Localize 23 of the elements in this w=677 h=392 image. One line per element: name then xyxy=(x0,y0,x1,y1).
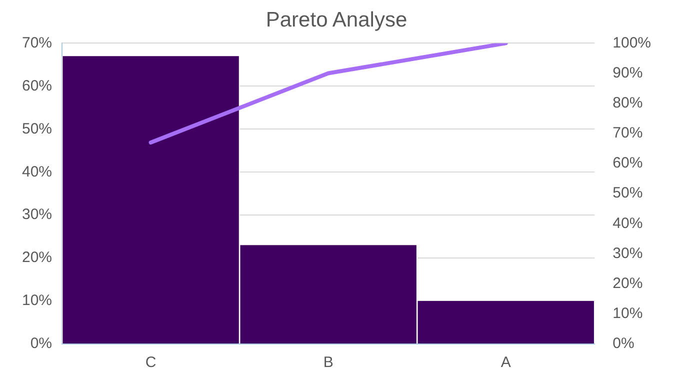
x-tick-label: C xyxy=(145,354,156,372)
y2-tick-label: 80% xyxy=(612,94,643,112)
x-tick-label: B xyxy=(323,354,334,372)
chart-title: Pareto Analyse xyxy=(266,8,408,32)
y-tick-label: 60% xyxy=(22,77,52,94)
y-tick-label: 40% xyxy=(22,163,52,180)
y-tick-label: 20% xyxy=(22,249,52,266)
y-tick-label: 70% xyxy=(22,34,52,52)
y2-tick-label: 10% xyxy=(612,305,643,322)
y-tick-label: 10% xyxy=(22,292,52,310)
y2-tick-label: 100% xyxy=(612,34,652,52)
y2-tick-label: 50% xyxy=(612,184,643,202)
y2-tick-label: 0% xyxy=(612,335,634,352)
y2-tick-label: 90% xyxy=(612,64,643,82)
y2-tick-label: 30% xyxy=(612,244,643,262)
y2-tick-label: 60% xyxy=(612,154,643,172)
y-tick-label: 30% xyxy=(22,206,52,224)
y2-tick-label: 20% xyxy=(612,274,643,292)
y2-tick-label: 40% xyxy=(612,214,643,232)
x-tick-label: A xyxy=(500,354,511,372)
y-tick-label: 0% xyxy=(30,335,52,352)
y2-tick-label: 70% xyxy=(612,124,643,142)
y-tick-label: 50% xyxy=(22,120,52,138)
